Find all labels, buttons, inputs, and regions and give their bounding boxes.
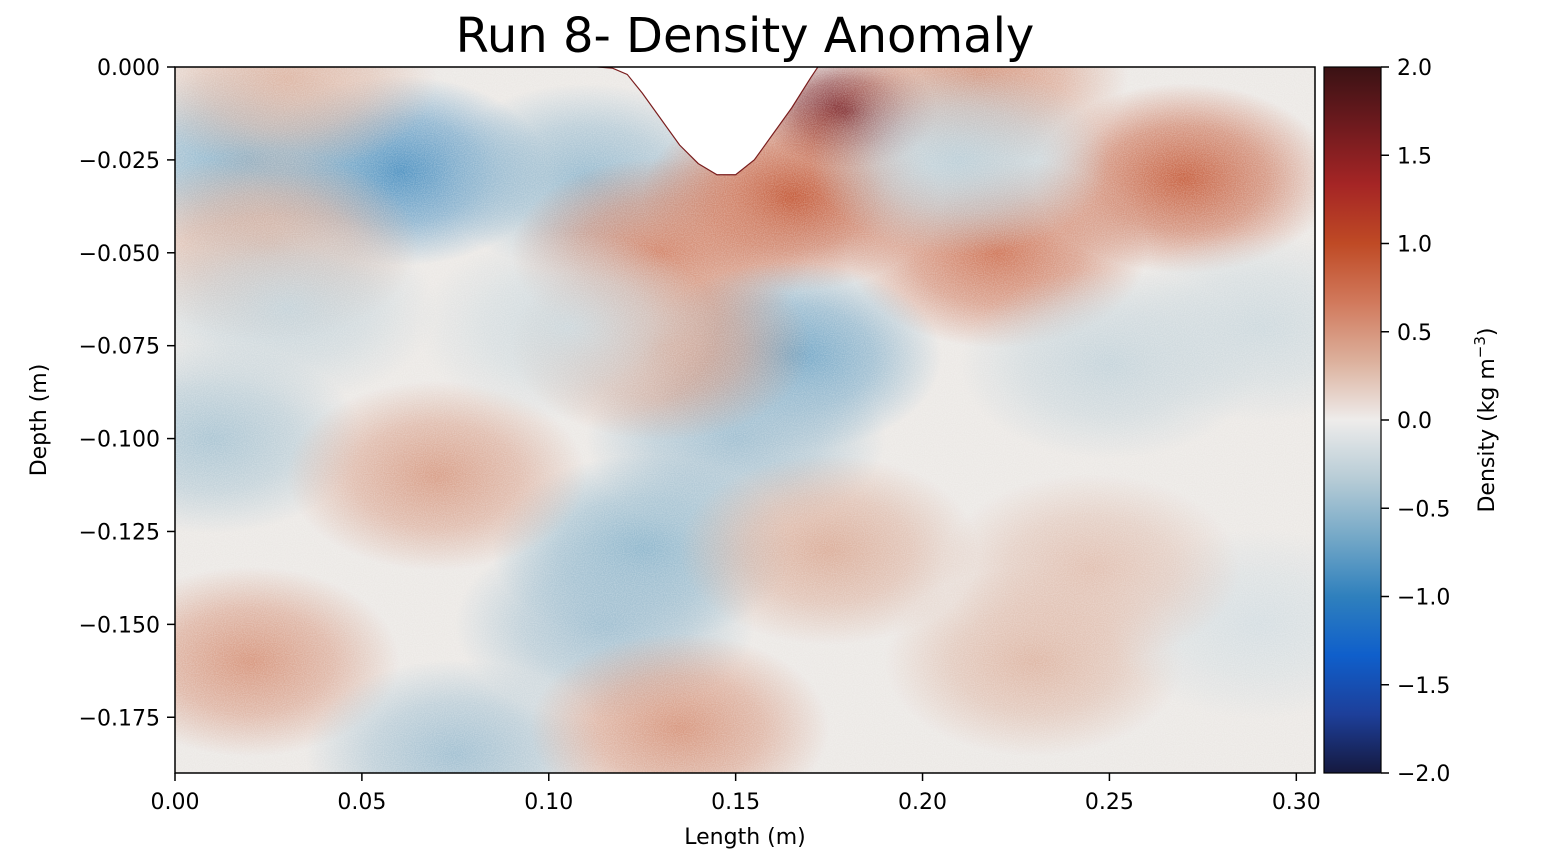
y-axis: 0.000 −0.025 −0.050 −0.075 −0.100 −0.125 −0.15… bbox=[79, 56, 175, 731]
chart-title: Run 8- Density Anomaly bbox=[456, 8, 1035, 64]
y-tick-label: 0.000 bbox=[97, 56, 160, 81]
x-tick-label: 0.30 bbox=[1272, 790, 1321, 815]
x-tick-label: 0.05 bbox=[337, 790, 386, 815]
colorbar-tick-label: −1.5 bbox=[1397, 674, 1450, 699]
y-tick-label: −0.175 bbox=[79, 706, 160, 731]
heatmap-noise-texture bbox=[175, 67, 1315, 773]
colorbar-label-exponent: −3 bbox=[1471, 336, 1489, 358]
x-axis: 0.00 0.05 0.10 0.15 0.20 0.25 0.30 bbox=[151, 773, 1321, 815]
colorbar-tick-label: 1.5 bbox=[1397, 144, 1432, 169]
x-tick-label: 0.10 bbox=[524, 790, 573, 815]
x-tick-label: 0.15 bbox=[711, 790, 760, 815]
colorbar-label: Density (kg m−3) bbox=[1471, 327, 1500, 512]
colorbar-label-close: ) bbox=[1475, 327, 1500, 336]
colorbar-tick-label: −2.0 bbox=[1397, 762, 1450, 787]
colorbar-tick-label: 2.0 bbox=[1397, 56, 1432, 81]
x-tick-label: 0.20 bbox=[898, 790, 947, 815]
y-tick-label: −0.050 bbox=[79, 242, 160, 267]
y-tick-label: −0.150 bbox=[79, 613, 160, 638]
plot-area bbox=[175, 67, 1315, 773]
colorbar-tick-label: −1.0 bbox=[1397, 586, 1450, 611]
x-tick-label: 0.25 bbox=[1085, 790, 1134, 815]
obstacle-mask bbox=[596, 67, 819, 176]
plot-frame bbox=[174, 66, 1316, 774]
colorbar-tick-label: 1.0 bbox=[1397, 233, 1432, 258]
colorbar-tick-label: −0.5 bbox=[1397, 497, 1450, 522]
x-axis-label: Length (m) bbox=[684, 825, 805, 850]
y-tick-label: −0.100 bbox=[79, 428, 160, 453]
colorbar-label-text: Density (kg m bbox=[1475, 358, 1500, 512]
colorbar-tick-label: 0.5 bbox=[1397, 321, 1432, 346]
y-axis-label: Depth (m) bbox=[27, 364, 52, 477]
y-tick-label: −0.025 bbox=[79, 149, 160, 174]
colorbar-tick-label: 0.0 bbox=[1397, 409, 1432, 434]
y-tick-label: −0.125 bbox=[79, 520, 160, 545]
x-tick-label: 0.00 bbox=[151, 790, 200, 815]
colorbar bbox=[1324, 67, 1381, 773]
colorbar-ticks: 2.0 1.5 1.0 0.5 0.0 −0.5 −1.0 −1.5 −2.0 bbox=[1381, 56, 1450, 787]
y-tick-label: −0.075 bbox=[79, 335, 160, 360]
